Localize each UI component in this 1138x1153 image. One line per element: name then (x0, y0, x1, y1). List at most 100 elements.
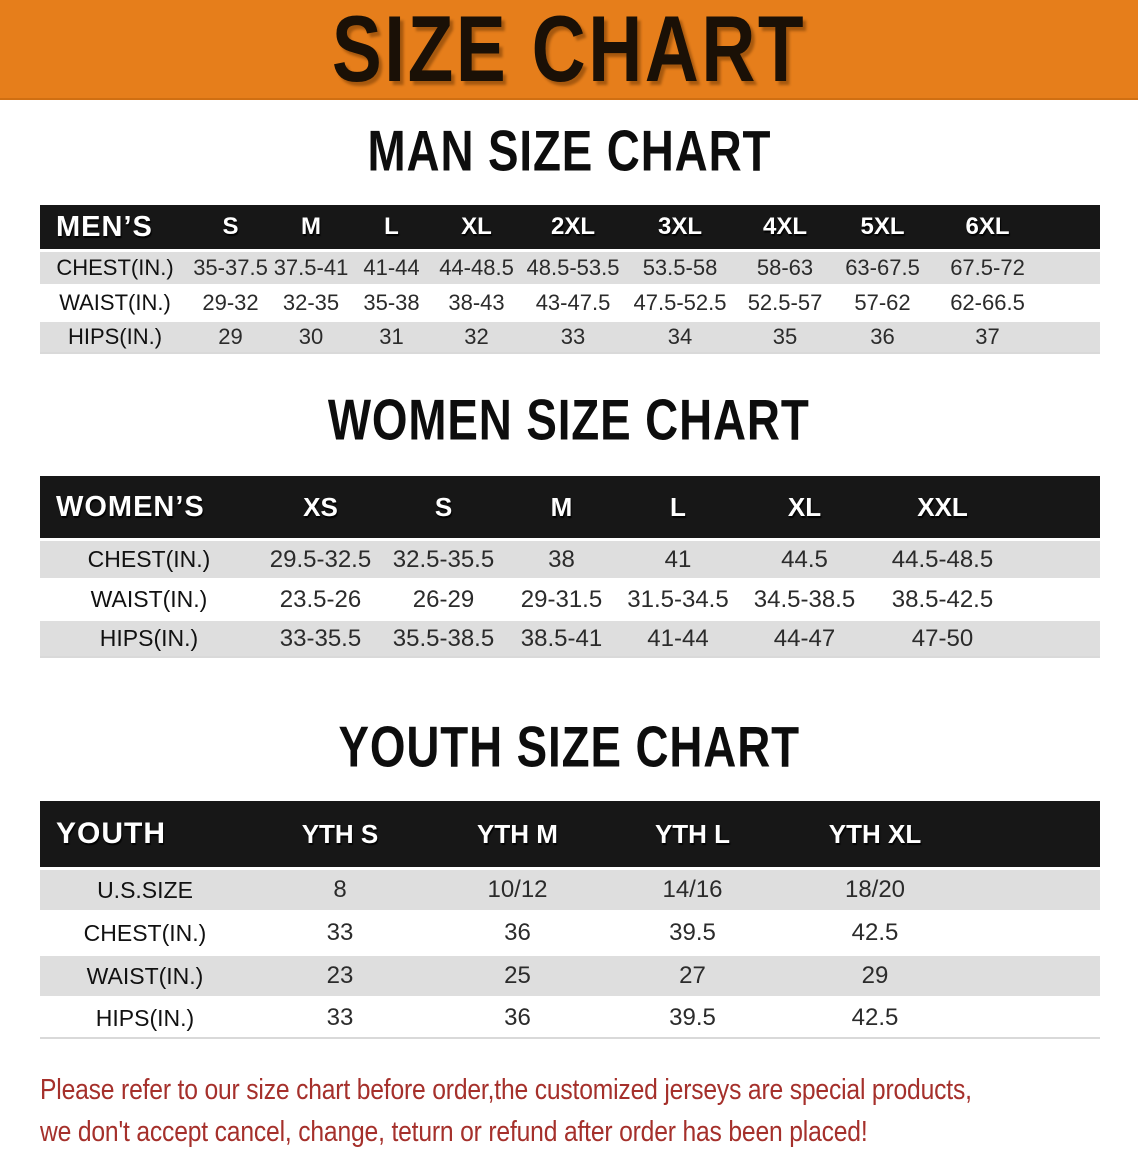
women-size-section: WOMEN SIZE CHART WOMEN’S XS S M L XL XXL CHEST(… (0, 389, 1138, 658)
size-value-cell: 38.5-41 (504, 618, 619, 658)
table-row: WAIST(IN.) 23.5-26 26-29 29-31.5 31.5-34.5 34… (40, 578, 1100, 618)
empty-header-cell (970, 801, 1100, 867)
size-value-cell: 52.5-57 (735, 284, 835, 319)
table-corner-label: WOMEN’S (40, 476, 258, 538)
size-column-header: XL (432, 205, 521, 249)
size-column-header: S (383, 476, 504, 538)
size-value-cell: 58-63 (735, 249, 835, 284)
size-value-cell: 42.5 (780, 910, 970, 953)
size-value-cell: 10/12 (430, 867, 605, 910)
table-corner-label: MEN’S (40, 205, 190, 249)
men-size-section: MAN SIZE CHART MEN’S S M L XL 2XL 3XL 4XL 5XL 6XL… (0, 120, 1138, 354)
empty-cell (1045, 249, 1100, 284)
size-value-cell: 30 (271, 319, 351, 354)
empty-cell (1013, 538, 1100, 578)
size-value-cell: 44-48.5 (432, 249, 521, 284)
size-value-cell: 14/16 (605, 867, 780, 910)
size-value-cell: 38.5-42.5 (872, 578, 1013, 618)
table-header-row: WOMEN’S XS S M L XL XXL (40, 476, 1100, 538)
empty-header-cell (1045, 205, 1100, 249)
size-value-cell: 29.5-32.5 (258, 538, 383, 578)
size-column-header: S (190, 205, 271, 249)
empty-cell (970, 953, 1100, 996)
size-value-cell: 35 (735, 319, 835, 354)
size-value-cell: 31.5-34.5 (619, 578, 737, 618)
empty-cell (970, 996, 1100, 1039)
table-row: HIPS(IN.) 33 36 39.5 42.5 (40, 996, 1100, 1039)
size-column-header: 6XL (930, 205, 1045, 249)
youth-size-section: YOUTH SIZE CHART YOUTH YTH S YTH M YTH L YTH… (0, 716, 1138, 1039)
size-value-cell: 29-32 (190, 284, 271, 319)
size-value-cell: 32.5-35.5 (383, 538, 504, 578)
size-value-cell: 36 (835, 319, 930, 354)
size-value-cell: 39.5 (605, 910, 780, 953)
empty-cell (1013, 618, 1100, 658)
size-value-cell: 57-62 (835, 284, 930, 319)
men-chart-heading-text: MAN SIZE CHART (367, 120, 771, 184)
size-value-cell: 35-38 (351, 284, 432, 319)
youth-chart-heading-text: YOUTH SIZE CHART (338, 716, 800, 780)
women-size-table: WOMEN’S XS S M L XL XXL CHEST(IN.) 29.5-32.5 32.5… (40, 476, 1100, 658)
size-value-cell: 47.5-52.5 (625, 284, 735, 319)
size-value-cell: 44.5-48.5 (872, 538, 1013, 578)
size-value-cell: 36 (430, 996, 605, 1039)
empty-cell (970, 867, 1100, 910)
row-label: HIPS(IN.) (40, 618, 258, 658)
men-chart-heading: MAN SIZE CHART (0, 120, 1138, 188)
size-column-header: XS (258, 476, 383, 538)
size-value-cell: 33-35.5 (258, 618, 383, 658)
size-value-cell: 43-47.5 (521, 284, 625, 319)
empty-cell (1013, 578, 1100, 618)
size-column-header: 5XL (835, 205, 930, 249)
size-column-header: 2XL (521, 205, 625, 249)
size-value-cell: 25 (430, 953, 605, 996)
size-value-cell: 67.5-72 (930, 249, 1045, 284)
size-value-cell: 36 (430, 910, 605, 953)
disclaimer-line-2: we don't accept cancel, change, teturn o… (40, 1116, 868, 1148)
table-row: CHEST(IN.) 33 36 39.5 42.5 (40, 910, 1100, 953)
size-column-header: XXL (872, 476, 1013, 538)
size-value-cell: 32 (432, 319, 521, 354)
size-column-header: M (504, 476, 619, 538)
row-label: WAIST(IN.) (40, 284, 190, 319)
disclaimer-text: Please refer to our size chart before or… (40, 1069, 972, 1153)
youth-chart-heading: YOUTH SIZE CHART (0, 716, 1138, 784)
size-value-cell: 41-44 (619, 618, 737, 658)
size-column-header: L (351, 205, 432, 249)
size-value-cell: 48.5-53.5 (521, 249, 625, 284)
size-value-cell: 53.5-58 (625, 249, 735, 284)
size-value-cell: 44.5 (737, 538, 872, 578)
banner-title: SIZE CHART (331, 0, 807, 101)
size-value-cell: 18/20 (780, 867, 970, 910)
size-value-cell: 37.5-41 (271, 249, 351, 284)
women-chart-heading-text: WOMEN SIZE CHART (328, 389, 810, 453)
size-value-cell: 33 (250, 996, 430, 1039)
size-column-header: YTH S (250, 801, 430, 867)
table-row: HIPS(IN.) 29 30 31 32 33 34 35 36 37 (40, 319, 1100, 354)
table-corner-label: YOUTH (40, 801, 250, 867)
size-value-cell: 39.5 (605, 996, 780, 1039)
row-label: CHEST(IN.) (40, 910, 250, 953)
youth-size-table: YOUTH YTH S YTH M YTH L YTH XL U.S.SIZE 8 10/12… (40, 801, 1100, 1039)
size-value-cell: 33 (250, 910, 430, 953)
size-value-cell: 41-44 (351, 249, 432, 284)
table-header-row: MEN’S S M L XL 2XL 3XL 4XL 5XL 6XL (40, 205, 1100, 249)
row-label: WAIST(IN.) (40, 953, 250, 996)
size-value-cell: 31 (351, 319, 432, 354)
men-size-table: MEN’S S M L XL 2XL 3XL 4XL 5XL 6XL CHEST(IN.) 35-37… (40, 205, 1100, 354)
size-value-cell: 23.5-26 (258, 578, 383, 618)
empty-cell (970, 910, 1100, 953)
empty-cell (1045, 319, 1100, 354)
size-column-header: 4XL (735, 205, 835, 249)
size-column-header: YTH M (430, 801, 605, 867)
row-label: CHEST(IN.) (40, 538, 258, 578)
table-row: WAIST(IN.) 23 25 27 29 (40, 953, 1100, 996)
size-value-cell: 32-35 (271, 284, 351, 319)
empty-header-cell (1013, 476, 1100, 538)
table-row: CHEST(IN.) 29.5-32.5 32.5-35.5 38 41 44.5 44.5… (40, 538, 1100, 578)
table-row: CHEST(IN.) 35-37.5 37.5-41 41-44 44-48.5 48.5… (40, 249, 1100, 284)
size-value-cell: 44-47 (737, 618, 872, 658)
size-value-cell: 29 (780, 953, 970, 996)
size-value-cell: 47-50 (872, 618, 1013, 658)
women-chart-heading: WOMEN SIZE CHART (0, 389, 1138, 457)
